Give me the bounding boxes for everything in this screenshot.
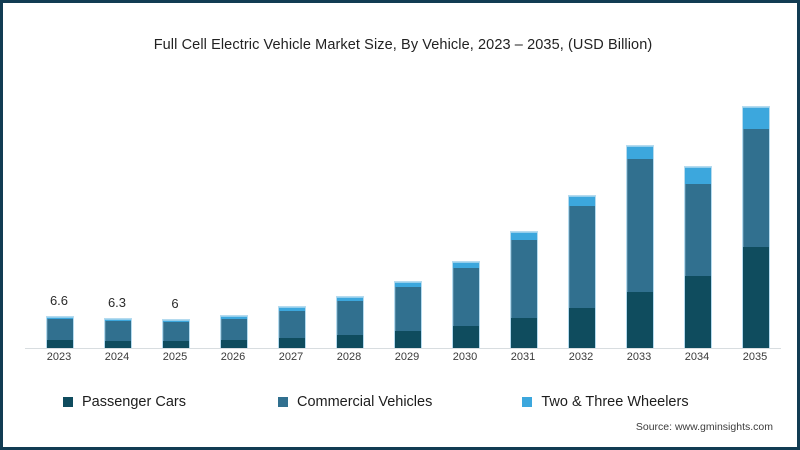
legend-swatch-commercial-vehicles — [277, 397, 288, 407]
bar-stack[interactable] — [452, 261, 480, 348]
bar-segment-passenger-cars[interactable] — [47, 340, 73, 348]
bar-stack[interactable] — [394, 281, 422, 348]
bar-group[interactable]: 6.6 — [31, 82, 87, 348]
chart-legend: Passenger Cars Commercial Vehicles Two &… — [63, 391, 753, 413]
bar-stack[interactable] — [104, 318, 132, 348]
bar-segment-passenger-cars[interactable] — [569, 308, 595, 348]
bar-segment-two-three-wheelers[interactable] — [221, 316, 247, 319]
legend-label-commercial-vehicles: Commercial Vehicles — [296, 394, 433, 410]
bar-segment-passenger-cars[interactable] — [163, 341, 189, 348]
bar-segment-two-three-wheelers[interactable] — [627, 146, 653, 159]
bar-segment-commercial-vehicles[interactable] — [685, 184, 711, 276]
bar-group[interactable] — [611, 82, 667, 348]
legend-label-passenger-cars: Passenger Cars — [82, 394, 186, 410]
x-tick-2024: 2024 — [104, 351, 130, 363]
x-tick-2031: 2031 — [510, 351, 536, 363]
bar-segment-two-three-wheelers[interactable] — [163, 320, 189, 322]
bar-segment-passenger-cars[interactable] — [511, 318, 537, 348]
bar-segment-commercial-vehicles[interactable] — [279, 311, 305, 338]
bar-group[interactable] — [321, 82, 377, 348]
bar-segment-two-three-wheelers[interactable] — [337, 297, 363, 301]
x-axis-baseline — [25, 348, 781, 349]
x-tick-2023: 2023 — [46, 351, 72, 363]
bar-segment-two-three-wheelers[interactable] — [511, 232, 537, 240]
bar-segment-two-three-wheelers[interactable] — [569, 196, 595, 206]
bar-segment-passenger-cars[interactable] — [221, 340, 247, 348]
x-tick-2035: 2035 — [742, 351, 768, 363]
x-tick-2026: 2026 — [220, 351, 246, 363]
bar-segment-commercial-vehicles[interactable] — [395, 287, 421, 331]
legend-item-commercial-vehicles[interactable]: Commercial Vehicles — [277, 394, 433, 410]
bar-segment-two-three-wheelers[interactable] — [395, 282, 421, 287]
legend-label-two-three-wheelers: Two & Three Wheelers — [541, 394, 689, 410]
bar-segment-passenger-cars[interactable] — [685, 276, 711, 348]
bar-value-label: 6.3 — [107, 295, 127, 310]
bar-segment-passenger-cars[interactable] — [105, 341, 131, 348]
bar-group[interactable] — [495, 82, 551, 348]
bar-group[interactable] — [437, 82, 493, 348]
bar-segment-commercial-vehicles[interactable] — [511, 240, 537, 318]
plot-area: 6.6 6.3 6 — [25, 81, 781, 349]
x-tick-2029: 2029 — [394, 351, 420, 363]
x-tick-2027: 2027 — [278, 351, 304, 363]
legend-swatch-two-three-wheelers — [522, 397, 533, 407]
legend-item-two-three-wheelers[interactable]: Two & Three Wheelers — [522, 394, 689, 410]
x-tick-2032: 2032 — [568, 351, 594, 363]
x-axis-tick-labels: 2023 2024 2025 2026 2027 2028 2029 2030 2031 2032… — [25, 351, 781, 371]
bar-stack[interactable] — [684, 166, 712, 348]
legend-item-passenger-cars[interactable]: Passenger Cars — [63, 394, 186, 410]
bar-segment-two-three-wheelers[interactable] — [47, 317, 73, 319]
page-title: Full Cell Electric Vehicle Market Size, … — [153, 37, 653, 53]
bar-stack[interactable] — [162, 319, 190, 348]
legend-swatch-passenger-cars — [63, 397, 73, 407]
bar-segment-commercial-vehicles[interactable] — [221, 319, 247, 340]
bar-segment-two-three-wheelers[interactable] — [453, 262, 479, 268]
x-tick-2030: 2030 — [452, 351, 478, 363]
bar-segment-passenger-cars[interactable] — [743, 247, 769, 348]
bar-segment-commercial-vehicles[interactable] — [47, 319, 73, 340]
bar-segment-two-three-wheelers[interactable] — [743, 107, 769, 129]
bar-segment-two-three-wheelers[interactable] — [105, 319, 131, 321]
bar-segment-commercial-vehicles[interactable] — [743, 129, 769, 247]
bar-stack[interactable] — [510, 231, 538, 348]
bar-group[interactable]: 6 — [147, 82, 203, 348]
bar-group[interactable] — [669, 82, 725, 348]
bar-stack[interactable] — [278, 306, 306, 348]
bar-segment-commercial-vehicles[interactable] — [337, 301, 363, 335]
bar-stack[interactable] — [568, 195, 596, 348]
bar-stack[interactable] — [742, 106, 770, 348]
bar-segment-commercial-vehicles[interactable] — [453, 268, 479, 326]
bar-group[interactable]: 6.3 — [89, 82, 145, 348]
x-tick-2033: 2033 — [626, 351, 652, 363]
bar-group[interactable] — [263, 82, 319, 348]
x-tick-2025: 2025 — [162, 351, 188, 363]
bar-segment-commercial-vehicles[interactable] — [569, 206, 595, 308]
bar-segment-commercial-vehicles[interactable] — [627, 159, 653, 292]
bar-segment-passenger-cars[interactable] — [279, 338, 305, 348]
bar-stack[interactable] — [626, 145, 654, 348]
bar-stack[interactable] — [46, 316, 74, 348]
x-tick-2028: 2028 — [336, 351, 362, 363]
bar-segment-two-three-wheelers[interactable] — [685, 167, 711, 184]
bar-segment-commercial-vehicles[interactable] — [105, 321, 131, 341]
bar-segment-passenger-cars[interactable] — [337, 335, 363, 348]
bar-stack[interactable] — [336, 296, 364, 348]
bar-segment-passenger-cars[interactable] — [395, 331, 421, 348]
bar-group[interactable] — [379, 82, 435, 348]
bar-segment-passenger-cars[interactable] — [453, 326, 479, 348]
bar-value-label: 6 — [171, 296, 179, 311]
bar-group[interactable] — [553, 82, 609, 348]
bar-stack[interactable] — [220, 315, 248, 348]
bar-segment-commercial-vehicles[interactable] — [163, 322, 189, 341]
bar-segment-passenger-cars[interactable] — [627, 292, 653, 348]
bar-group[interactable] — [727, 82, 783, 348]
source-attribution: Source: www.gminsights.com — [635, 421, 773, 433]
bar-value-label: 6.6 — [49, 293, 69, 308]
bar-segment-two-three-wheelers[interactable] — [279, 307, 305, 311]
x-tick-2034: 2034 — [684, 351, 710, 363]
bar-group[interactable] — [205, 82, 261, 348]
